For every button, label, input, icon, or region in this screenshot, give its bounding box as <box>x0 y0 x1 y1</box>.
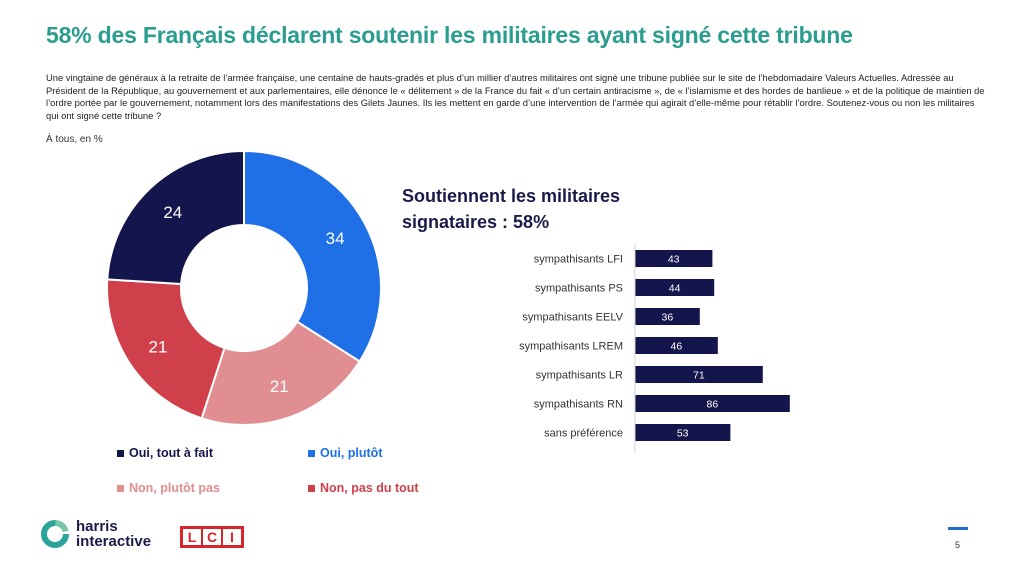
lci-letter: L <box>183 529 201 545</box>
accent-line <box>948 527 968 530</box>
logo-line1: harris <box>76 518 118 535</box>
bar-category-label: sympathisants LR <box>536 370 623 382</box>
lci-letter: C <box>203 529 221 545</box>
base-label: À tous, en % <box>46 134 103 145</box>
page-title: 58% des Français déclarent soutenir les … <box>46 22 853 48</box>
bar-value-label: 46 <box>671 341 683 353</box>
question-text: Une vingtaine de généraux à la retraite … <box>46 72 985 121</box>
bar <box>635 279 715 296</box>
legend-swatch <box>117 484 124 492</box>
bar-value-label: 36 <box>662 312 674 324</box>
legend-item-oui-plutot: Oui, plutôt <box>308 446 382 460</box>
bar-value-label: 71 <box>693 370 705 382</box>
page-number: 5 <box>955 540 961 550</box>
donut-value-label: 34 <box>326 229 345 248</box>
bar <box>635 424 731 441</box>
legend-label: Non, plutôt pas <box>129 481 220 495</box>
bar-category-label: sympathisants EELV <box>522 312 623 324</box>
donut-value-label: 21 <box>149 337 168 356</box>
bar-value-label: 53 <box>677 428 689 440</box>
bar <box>635 250 713 267</box>
legend-swatch <box>117 449 124 457</box>
bar <box>635 308 700 325</box>
bar-category-label: sans préférence <box>544 428 623 440</box>
bar-value-label: 44 <box>669 283 681 295</box>
donut-chart: 34 21 21 24 <box>106 149 382 426</box>
bar-category-label: sympathisants LFI <box>534 254 623 266</box>
donut-slice <box>243 149 382 363</box>
legend-swatch <box>308 449 315 457</box>
bar-chart: sympathisants LFI 43 sympathisants PS 44 sym… <box>519 244 790 453</box>
logo-line2: interactive <box>76 533 152 550</box>
legend-swatch <box>308 484 315 492</box>
lci-letter: I <box>223 529 241 545</box>
donut-slice <box>200 320 362 426</box>
harris-interactive-logo: harris interactive <box>40 519 151 549</box>
bar <box>635 395 790 412</box>
legend-item-non-pas-du-tout: Non, pas du tout <box>308 481 419 495</box>
bar-category-label: sympathisants LREM <box>519 341 623 353</box>
bar <box>635 337 718 354</box>
bar-value-label: 43 <box>668 254 680 266</box>
donut-slice <box>106 278 226 420</box>
bar-chart-title: Soutiennent les militaires signataires :… <box>402 186 621 232</box>
lci-logo: L C I <box>180 526 244 548</box>
bar-value-label: 86 <box>707 399 719 411</box>
donut-value-label: 21 <box>270 377 289 396</box>
legend-item-non-plutot-pas: Non, plutôt pas <box>117 481 220 495</box>
bar-category-label: sympathisants PS <box>535 283 623 295</box>
donut-value-label: 24 <box>163 203 182 222</box>
bar-category-label: sympathisants RN <box>534 399 623 411</box>
bar <box>635 366 763 383</box>
legend-item-oui-tout: Oui, tout à fait <box>117 446 213 460</box>
legend-label: Oui, tout à fait <box>129 446 214 460</box>
donut-slice <box>106 149 245 286</box>
legend-label: Oui, plutôt <box>320 446 383 460</box>
legend-label: Non, pas du tout <box>320 481 419 495</box>
harris-ring-icon <box>41 520 69 548</box>
